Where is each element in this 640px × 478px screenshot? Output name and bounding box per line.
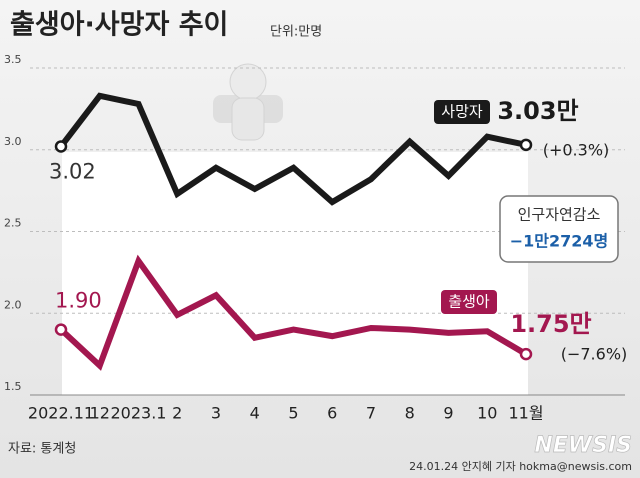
- x-tick-label: 6: [327, 404, 337, 423]
- x-tick-label: 11월: [508, 404, 543, 423]
- series-line: [58, 254, 528, 371]
- x-tick-label: 9: [443, 404, 453, 423]
- legend-tag: [434, 100, 490, 124]
- x-tick-label: 12: [90, 404, 110, 423]
- credit: 24.01.24 안지혜 기자 hokma@newsis.com: [409, 460, 632, 473]
- chart-title: 출생아·사망자 추이: [10, 10, 228, 41]
- x-tick-label: 2: [172, 404, 182, 423]
- x-tick-label: 5: [288, 404, 298, 423]
- y-tick-label: 2.0: [4, 298, 22, 311]
- annotation-title: 인구자연감소: [518, 206, 601, 224]
- x-tick-label: 2023.1: [111, 404, 167, 423]
- plot-panel: [62, 152, 528, 395]
- source: 자료: 통계청: [8, 442, 76, 457]
- value-label: 1.75만: [510, 310, 591, 338]
- x-tick-label: 3: [211, 404, 221, 423]
- marks: 3.02 사망자 3.03만 (+0.3%) 1.90 출생아 1.75만 (−7.6%): [49, 92, 628, 371]
- annotation-text: −1만2724명: [510, 232, 609, 251]
- endpoint: [54, 140, 68, 153]
- y-tick-label: 1.5: [4, 380, 22, 393]
- value-label: 1.90: [55, 289, 102, 313]
- legend-label: 출생아: [448, 293, 490, 311]
- legend-label: 사망자: [441, 103, 483, 121]
- endpoint: [519, 347, 533, 361]
- watermark: NEWSIS: [534, 433, 632, 458]
- x-tick-label: 4: [250, 404, 260, 423]
- value-label: 3.03만: [497, 97, 578, 125]
- y-tick-label: 3.0: [4, 135, 22, 148]
- endpoint: [519, 138, 533, 152]
- change-label: (+0.3%): [543, 141, 610, 160]
- x-tick-label: 10: [477, 404, 497, 423]
- annotation-box: [499, 195, 619, 263]
- baby-icon: [213, 63, 283, 141]
- x-tick-label: 8: [405, 404, 415, 423]
- x-tick-label: 7: [366, 404, 376, 423]
- value-label: 3.02: [49, 159, 96, 183]
- legend-tag: [441, 290, 497, 314]
- change-label: (−7.6%): [561, 345, 628, 364]
- y-tick-label: 2.5: [4, 217, 22, 230]
- x-tick-label: 2022.11: [28, 404, 94, 423]
- unit-label: 단위:만명: [270, 25, 322, 40]
- y-tick-label: 3.5: [4, 53, 22, 66]
- series-line: [58, 92, 527, 206]
- endpoint: [54, 323, 68, 336]
